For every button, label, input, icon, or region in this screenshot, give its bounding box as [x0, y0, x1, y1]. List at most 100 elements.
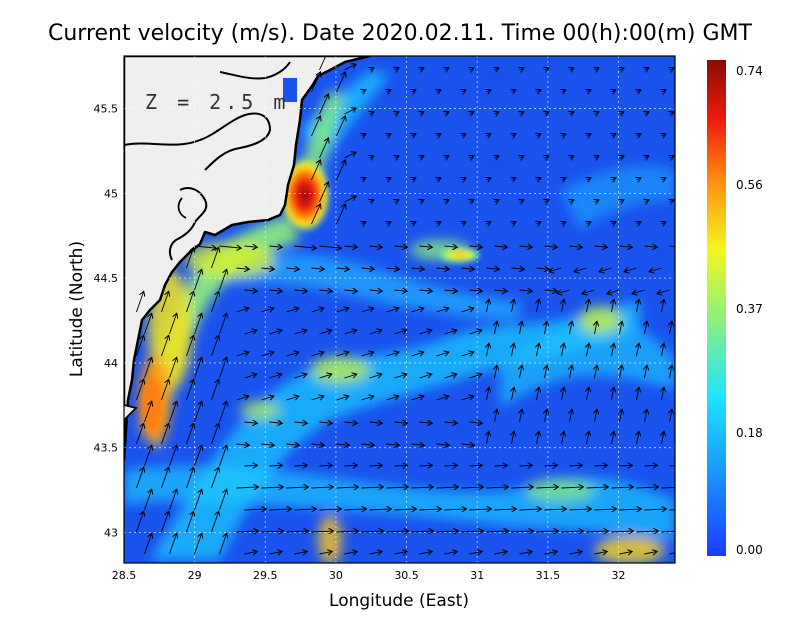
current-vector-arrow [419, 465, 432, 466]
current-vector-arrow [161, 511, 168, 533]
current-vector-arrow [494, 551, 507, 554]
current-vector-arrow [569, 200, 573, 202]
current-vector-arrow [269, 374, 281, 378]
colorbar-tick-labels: 0.74 0.56 0.37 0.18 0.00 [736, 64, 763, 557]
colorbar-tick-label: 0.74 [736, 64, 763, 78]
current-vector-arrow [611, 431, 614, 445]
current-vector-arrow [311, 308, 323, 312]
current-vector-arrow [136, 335, 143, 357]
current-vector-arrow [211, 247, 218, 269]
current-vector-arrow [436, 487, 458, 488]
current-vector-arrow [486, 531, 508, 532]
current-vector-arrow [344, 374, 356, 378]
current-vector-arrow [311, 531, 333, 532]
current-vector-arrow [469, 156, 473, 158]
current-vector-arrow [369, 156, 373, 158]
current-vector-arrow [619, 246, 632, 247]
current-vector-arrow [469, 509, 491, 510]
current-vector-arrow [244, 290, 257, 291]
current-vector-arrow [536, 222, 540, 224]
current-vector-arrow [194, 489, 201, 511]
current-vector-arrow [594, 365, 597, 379]
current-vector-arrow [286, 487, 308, 488]
current-vector-arrow [519, 509, 541, 510]
current-vector-arrow [561, 90, 565, 92]
current-vector-arrow [636, 299, 639, 313]
current-vector-arrow [361, 178, 365, 180]
current-vector-arrow [386, 308, 398, 312]
current-vector-arrow [461, 352, 473, 356]
current-vector-arrow [636, 178, 640, 180]
current-vector-arrow [411, 90, 415, 92]
current-vector-arrow [494, 365, 497, 379]
current-vector-arrow [436, 268, 449, 269]
current-vector-arrow [269, 509, 291, 510]
current-vector-arrow [494, 200, 498, 202]
current-vector-arrow [669, 465, 675, 467]
current-vector-arrow [394, 374, 406, 378]
current-vector-arrow [611, 531, 633, 532]
current-vector-arrow [219, 357, 226, 379]
current-vector-arrow [486, 178, 490, 180]
x-tick-label: 30 [329, 569, 343, 582]
current-vector-arrow [519, 200, 523, 202]
current-vector-arrow [386, 444, 399, 445]
current-vector-arrow [336, 160, 345, 181]
current-vector-arrow [661, 178, 665, 180]
current-vector-arrow [219, 489, 226, 511]
current-vector-arrow [586, 90, 590, 92]
current-vector-arrow [336, 487, 358, 488]
current-vector-arrow [169, 445, 176, 467]
current-vector-arrow [494, 465, 507, 466]
current-vector-arrow [211, 423, 218, 445]
current-vector-arrow [444, 374, 456, 378]
current-vector-arrow [361, 90, 365, 92]
current-vector-arrow [286, 396, 298, 400]
current-vector-arrow [636, 134, 640, 136]
current-vector-arrow [411, 308, 423, 312]
current-vector-arrow [511, 90, 515, 92]
current-vector-arrow [511, 268, 524, 269]
current-vector-arrow [557, 290, 570, 294]
current-vector-arrow [661, 222, 665, 224]
current-vector-arrow [661, 431, 664, 445]
current-vector-arrow [536, 387, 539, 401]
current-vector-arrow [619, 112, 623, 114]
current-vector-arrow [269, 246, 282, 247]
current-vector-arrow [394, 551, 407, 554]
current-vector-arrow [361, 396, 373, 400]
current-vector-arrow [194, 401, 201, 423]
current-vector-arrow [294, 551, 307, 554]
current-vector-arrow [519, 246, 532, 247]
current-vector-arrow [436, 396, 448, 400]
current-vector-arrow [544, 68, 548, 70]
current-vector-arrow [344, 290, 357, 291]
current-vector-arrow [469, 246, 482, 247]
current-vector-arrow [636, 387, 639, 401]
current-vector-arrow [244, 509, 266, 510]
current-vector-arrow [319, 182, 328, 203]
current-vector-arrow [294, 509, 316, 510]
current-vector-arrow [419, 290, 432, 291]
current-vector-arrow [644, 112, 648, 114]
current-vector-arrow [336, 116, 345, 137]
y-tick-label: 45 [104, 187, 118, 200]
current-vector-arrow [461, 531, 483, 532]
current-vector-arrow [494, 290, 507, 291]
current-vector-arrow [161, 423, 168, 445]
current-vector-arrow [269, 290, 282, 291]
current-vector-arrow [519, 68, 523, 70]
current-vector-arrow [444, 509, 466, 510]
current-vector-arrow [269, 330, 281, 334]
current-vector-arrow [144, 357, 151, 379]
current-vector-arrow [369, 465, 382, 466]
current-vector-arrow [419, 112, 423, 114]
colorbar-tick-label: 0.00 [736, 543, 763, 557]
current-vector-arrow [344, 509, 366, 510]
current-vector-arrow [544, 290, 557, 291]
current-vector-arrow [511, 531, 533, 532]
colorbar-tick-label: 0.18 [736, 426, 763, 440]
current-vector-arrow [661, 299, 664, 313]
current-vector-arrow [319, 138, 328, 159]
current-vector-arrow [361, 308, 373, 312]
